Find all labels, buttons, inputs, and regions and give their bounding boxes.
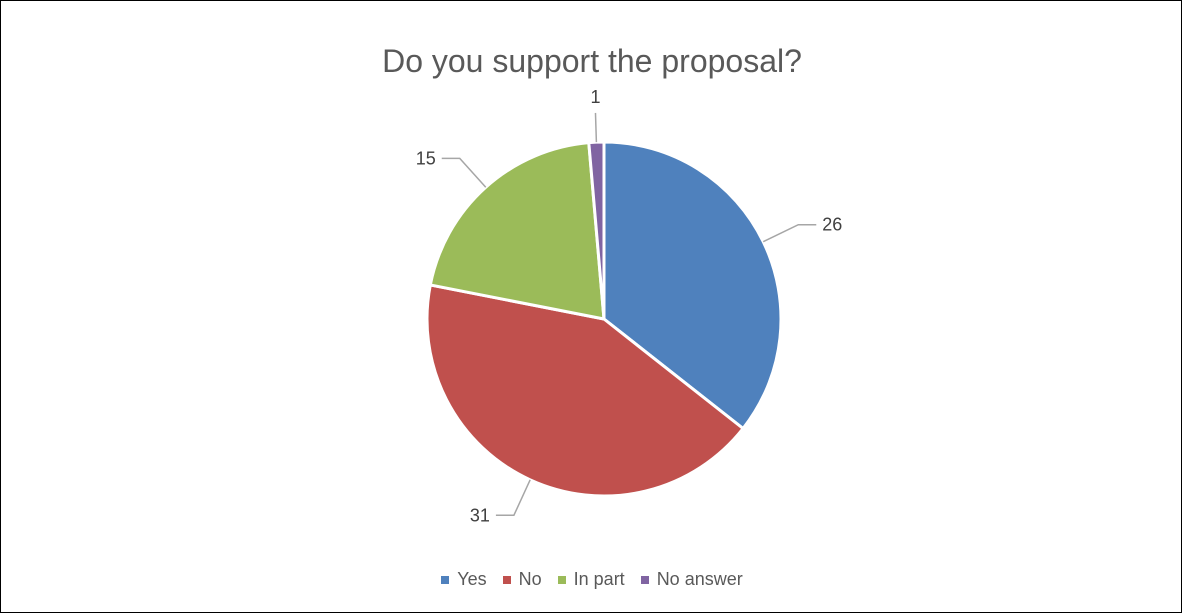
- legend-label: Yes: [457, 569, 487, 589]
- leader-line: [441, 157, 487, 188]
- legend-item: Yes: [441, 569, 487, 590]
- legend-swatch: [441, 575, 450, 584]
- data-label: 26: [822, 215, 842, 235]
- chart-legend: Yes No In part No answer: [1, 569, 1182, 590]
- legend-swatch: [640, 575, 649, 584]
- legend-item: No: [502, 569, 542, 590]
- data-label: 15: [416, 148, 436, 168]
- chart-title: Do you support the proposal?: [382, 43, 802, 79]
- legend-item: In part: [557, 569, 625, 590]
- leader-line: [495, 479, 531, 517]
- legend-swatch: [502, 575, 511, 584]
- legend-label: In part: [573, 569, 625, 589]
- leader-line: [594, 112, 598, 143]
- legend-label: No answer: [656, 569, 743, 589]
- legend-swatch: [557, 575, 566, 584]
- data-label: 31: [470, 505, 490, 525]
- data-label: 1: [590, 87, 600, 107]
- pie-slice-no: [425, 283, 746, 498]
- leader-line: [762, 223, 817, 243]
- legend-label: No: [518, 569, 542, 589]
- pie-slice-in-part: [428, 141, 606, 321]
- legend-item: No answer: [640, 569, 743, 590]
